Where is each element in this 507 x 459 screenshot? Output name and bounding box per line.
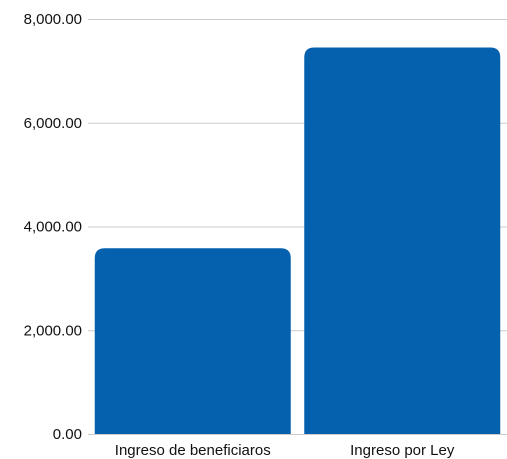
bars <box>94 47 501 434</box>
y-tick-label: 2,000.00 <box>24 322 82 339</box>
y-tick-label: 6,000.00 <box>24 115 82 132</box>
y-tick-label: 0.00 <box>53 426 82 443</box>
x-axis-category-labels: Ingreso de beneficiaros Ingreso por Ley <box>115 442 455 459</box>
bar-1 <box>304 47 501 434</box>
y-tick-label: 8,000.00 <box>24 11 82 28</box>
x-category-label: Ingreso por Ley <box>350 442 455 459</box>
y-tick-label: 4,000.00 <box>24 219 82 236</box>
bar-0 <box>94 248 291 434</box>
x-category-label: Ingreso de beneficiaros <box>115 442 271 459</box>
y-axis-tick-labels: 0.00 2,000.00 4,000.00 6,000.00 8,000.00 <box>24 11 82 443</box>
